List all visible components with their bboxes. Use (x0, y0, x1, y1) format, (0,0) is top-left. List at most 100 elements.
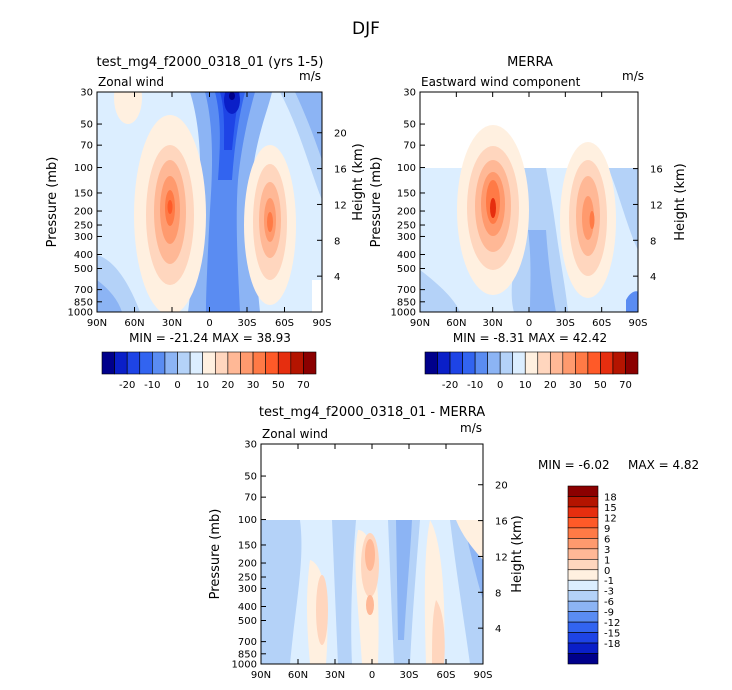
colorbar-label: 18 (604, 492, 617, 503)
colorbar-swatch (567, 538, 599, 550)
panel-diff: test_mg4_f2000_0318_01 - MERRA Zonal win… (208, 405, 699, 681)
y-tick-label: 250 (74, 221, 93, 232)
colorbar-swatch (567, 548, 599, 560)
figure-title: DJF (352, 19, 380, 39)
y-tick-label: 100 (397, 163, 416, 174)
easterly-min (229, 92, 235, 100)
y-tick-label: 200 (74, 207, 93, 218)
x-tick-label: 30N (162, 318, 182, 329)
height-tick-label: 4 (495, 624, 501, 635)
panel-model-units: m/s (299, 69, 321, 83)
colorbar-swatch (499, 351, 514, 375)
colorbar-label: -20 (442, 380, 458, 391)
y-tick-label: 500 (397, 264, 416, 275)
x-tick-label: 30N (325, 670, 345, 681)
panel-model-ylabel: Pressure (mb) (45, 157, 60, 248)
y-tick-label: 400 (74, 250, 93, 261)
low-band (420, 270, 460, 312)
height-tick-label: 20 (334, 129, 347, 140)
x-tick-label: 90S (312, 318, 331, 329)
height-tick-label: 4 (334, 272, 340, 283)
y-tick-label: 250 (238, 573, 257, 584)
colorbar-swatch (114, 351, 128, 375)
colorbar-swatch (567, 653, 599, 665)
y-tick-label: 50 (80, 120, 93, 131)
colorbar-label: 20 (222, 380, 235, 391)
polar-band (608, 168, 638, 250)
y-tick-label: 400 (397, 250, 416, 261)
panel-obs-units: m/s (622, 69, 644, 83)
colorbar-label: -18 (604, 639, 620, 650)
y-tick-label: 300 (238, 584, 257, 595)
colorbar-label: 1 (604, 555, 610, 566)
y-tick-label: 150 (238, 540, 257, 551)
colorbar-label: -10 (144, 380, 160, 391)
y-tick-label: 1000 (68, 308, 93, 319)
y-tick-label: 100 (74, 163, 93, 174)
y-tick-label: 850 (397, 297, 416, 308)
jet-core (582, 196, 594, 240)
panel-model-ylabel-right: Height (km) (351, 143, 366, 220)
panel-diff-ylabel-right: Height (km) (510, 515, 525, 592)
x-tick-label: 60S (275, 318, 294, 329)
y-tick-label: 850 (74, 297, 93, 308)
pos-band (456, 520, 483, 560)
panel-model-contours (97, 92, 322, 312)
x-tick-label: 90S (628, 318, 647, 329)
x-tick-label: 0 (526, 318, 532, 329)
colorbar-swatch (139, 351, 153, 375)
panel-diff-ylabel: Pressure (mb) (208, 509, 223, 600)
jet-core (267, 212, 273, 232)
panel-obs-left-label: Eastward wind component (421, 75, 581, 89)
y-tick-label: 700 (74, 285, 93, 296)
neg-band (396, 520, 412, 640)
colorbar-swatch (227, 351, 241, 375)
colorbar-swatch (567, 642, 599, 654)
colorbar-swatch (101, 351, 115, 375)
y-tick-label: 500 (238, 616, 257, 627)
x-tick-label: 60N (124, 318, 144, 329)
colorbar-swatch (567, 632, 599, 644)
pos-band (365, 539, 375, 571)
x-tick-label: 60N (446, 318, 466, 329)
x-tick-label: 90N (87, 318, 107, 329)
y-tick-label: 30 (80, 88, 93, 99)
colorbar-swatch (567, 485, 599, 497)
colorbar-swatch (277, 351, 292, 375)
jet-core (167, 200, 173, 214)
colorbar-swatch (600, 351, 614, 375)
height-tick-label: 8 (334, 236, 340, 247)
panel-model-colorbar: -20 -10 0 10 20 30 50 70 (101, 351, 317, 391)
colorbar-swatch (252, 351, 266, 375)
colorbar-swatch (567, 569, 599, 581)
colorbar-label: -6 (604, 597, 614, 608)
height-tick-label: 8 (650, 236, 656, 247)
pos-band (432, 600, 445, 664)
polar-surface (626, 291, 638, 312)
jet-core (490, 198, 496, 218)
colorbar-swatch (625, 351, 639, 375)
y-tick-label: 700 (238, 637, 257, 648)
panel-diff-left-label: Zonal wind (262, 427, 328, 441)
panel-diff-contours (261, 520, 483, 664)
y-tick-label: 850 (238, 649, 257, 660)
colorbar-swatch (265, 351, 279, 375)
panel-model-minmax: MIN = -21.24 MAX = 38.93 (129, 331, 291, 345)
colorbar-label: 70 (297, 380, 310, 391)
panel-obs-colorbar: -20 -10 0 10 20 30 50 70 (424, 351, 639, 391)
colorbar-swatch (567, 558, 599, 571)
height-tick-label: 16 (495, 517, 508, 528)
colorbar-label: -10 (467, 380, 483, 391)
y-tick-label: 70 (80, 141, 93, 152)
y-tick-label: 200 (238, 559, 257, 570)
height-tick-label: 12 (334, 200, 347, 211)
pos-band (316, 575, 328, 645)
height-tick-label: 4 (650, 272, 656, 283)
x-tick-label: 30S (556, 318, 575, 329)
colorbar-label: 30 (569, 380, 582, 391)
x-tick-label: 0 (206, 318, 212, 329)
colorbar-swatch (512, 351, 526, 375)
colorbar-label: 12 (604, 513, 617, 524)
